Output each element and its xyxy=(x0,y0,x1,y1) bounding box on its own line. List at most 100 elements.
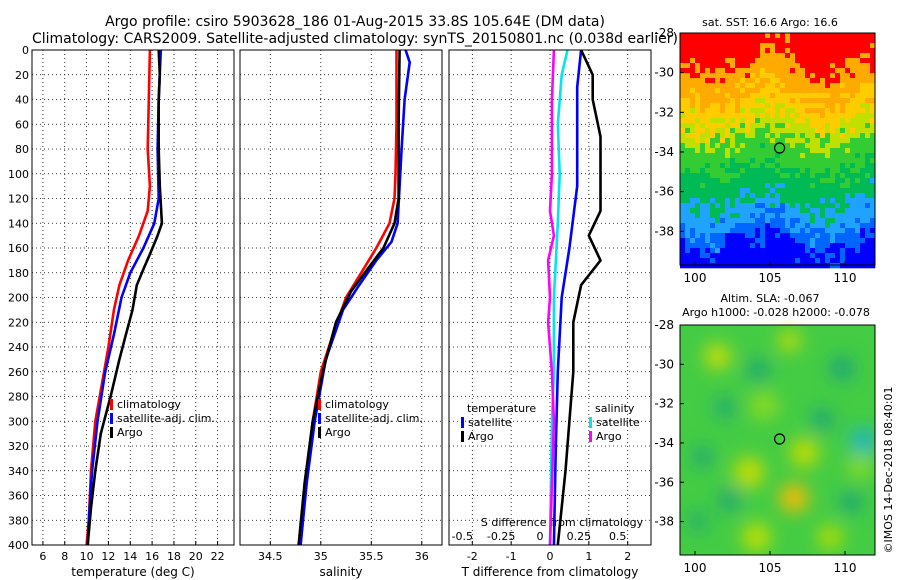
sst-cell xyxy=(720,223,726,229)
sst-cell xyxy=(780,153,786,159)
sst-cell xyxy=(760,128,766,134)
sst-cell xyxy=(775,108,781,114)
sst-cell xyxy=(760,188,766,194)
sst-cell xyxy=(725,138,731,144)
sst-cell xyxy=(775,103,781,109)
sst-cell xyxy=(685,178,691,184)
sst-cell xyxy=(720,213,726,219)
sst-cell xyxy=(710,163,716,169)
sst-cell xyxy=(780,58,786,64)
sst-cell xyxy=(775,63,781,69)
sst-cell xyxy=(775,138,781,144)
sst-cell xyxy=(815,78,821,84)
sst-cell xyxy=(760,228,766,234)
sst-cell xyxy=(705,38,711,44)
sst-cell xyxy=(860,48,866,54)
sst-cell xyxy=(690,138,696,144)
sst-cell xyxy=(870,158,876,164)
sst-cell xyxy=(800,63,806,69)
sst-cell xyxy=(865,78,871,84)
sst-cell xyxy=(715,198,721,204)
sst-cell xyxy=(790,233,796,239)
sst-cell xyxy=(765,168,771,174)
sst-cell xyxy=(850,83,856,89)
sst-cell xyxy=(820,108,826,114)
sla-feature xyxy=(811,408,834,431)
sst-cell xyxy=(705,138,711,144)
sst-cell xyxy=(740,253,746,259)
sst-cell xyxy=(855,238,861,244)
sst-cell xyxy=(835,108,841,114)
sst-cell xyxy=(795,78,801,84)
sst-cell xyxy=(770,103,776,109)
sst-cell xyxy=(785,103,791,109)
sst-cell xyxy=(790,238,796,244)
sst-cell xyxy=(815,198,821,204)
sst-cell xyxy=(830,133,836,139)
sst-cell xyxy=(755,183,761,189)
sst-cell xyxy=(810,148,816,154)
sst-cell xyxy=(815,63,821,69)
s-tick-label: 0.5 xyxy=(609,530,627,543)
sst-cell xyxy=(805,38,811,44)
sst-cell xyxy=(820,233,826,239)
sst-cell xyxy=(680,48,686,54)
sst-cell xyxy=(710,38,716,44)
sst-cell xyxy=(765,233,771,239)
sst-cell xyxy=(800,258,806,264)
sst-cell xyxy=(830,158,836,164)
sst-cell xyxy=(850,148,856,154)
sst-cell xyxy=(680,223,686,229)
sst-cell xyxy=(685,173,691,179)
map-y-tick-label: -38 xyxy=(654,515,674,529)
sst-cell xyxy=(695,53,701,59)
sst-cell xyxy=(845,88,851,94)
sst-cell xyxy=(790,263,796,269)
sst-cell xyxy=(725,208,731,214)
sst-cell xyxy=(830,58,836,64)
sst-cell xyxy=(680,118,686,124)
sst-cell xyxy=(680,258,686,264)
sst-cell xyxy=(805,78,811,84)
sst-cell xyxy=(800,228,806,234)
sst-cell xyxy=(815,68,821,74)
sst-cell xyxy=(680,133,686,139)
sst-cell xyxy=(810,228,816,234)
sst-cell xyxy=(795,113,801,119)
sst-cell xyxy=(730,213,736,219)
y-tick-label: 20 xyxy=(15,69,29,82)
sst-cell xyxy=(730,253,736,259)
sst-cell xyxy=(695,203,701,209)
sst-cell xyxy=(750,243,756,249)
sst-cell xyxy=(755,193,761,199)
sst-cell xyxy=(860,78,866,84)
sst-cell xyxy=(825,128,831,134)
sst-cell xyxy=(835,113,841,119)
sst-cell xyxy=(850,63,856,69)
sst-cell xyxy=(760,253,766,259)
sst-cell xyxy=(755,118,761,124)
sst-cell xyxy=(860,198,866,204)
sst-cell xyxy=(730,153,736,159)
panel-temperature: 6 8 10 12 14 16 18 20 22020406080100120140160180… xyxy=(8,44,235,579)
sst-cell xyxy=(775,168,781,174)
sst-cell xyxy=(685,243,691,249)
sst-cell xyxy=(720,93,726,99)
sst-cell xyxy=(820,113,826,119)
sst-cell xyxy=(845,228,851,234)
legend-label: satellite xyxy=(468,416,512,429)
sst-cell xyxy=(730,68,736,74)
map-x-tick-label: 105 xyxy=(759,561,782,575)
sst-cell xyxy=(865,178,871,184)
sst-cell xyxy=(790,123,796,129)
sst-cell xyxy=(770,43,776,49)
sst-cell xyxy=(715,38,721,44)
sst-cell xyxy=(725,33,731,39)
sst-cell xyxy=(750,33,756,39)
sst-cell xyxy=(795,193,801,199)
sst-cell xyxy=(795,218,801,224)
sst-cell xyxy=(775,193,781,199)
sst-cell xyxy=(725,178,731,184)
sst-cell xyxy=(765,148,771,154)
sst-cell xyxy=(775,143,781,149)
